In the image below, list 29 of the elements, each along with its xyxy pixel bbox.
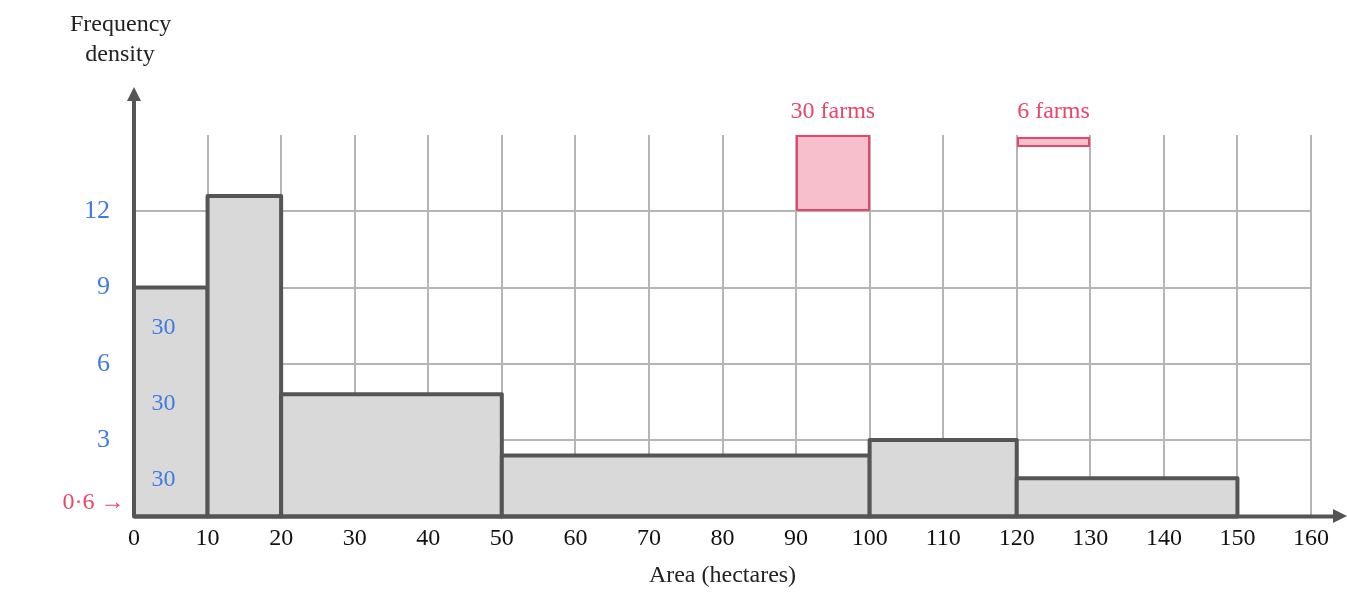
x-tick-label: 40 xyxy=(416,524,441,551)
annotation: 30 xyxy=(151,312,176,339)
text: 0·6 → xyxy=(62,488,125,515)
x-tick-label: 0 xyxy=(128,524,140,551)
x-tick-label: 60 xyxy=(563,524,588,551)
y-tick-label: 12 xyxy=(84,195,110,225)
x-tick-label: 90 xyxy=(784,524,809,551)
x-tick-label: 150 xyxy=(1219,524,1256,551)
text: 6 farms xyxy=(1017,96,1090,123)
x-tick-label: 30 xyxy=(342,524,367,551)
y-tick-label: 9 xyxy=(97,271,110,301)
annotation: 30 xyxy=(151,388,176,415)
x-tick-label: 50 xyxy=(489,524,514,551)
y-tick-label: 3 xyxy=(97,423,110,453)
y-tick-label: 6 xyxy=(97,347,110,377)
x-tick-label: 130 xyxy=(1072,524,1109,551)
text: 30 farms xyxy=(790,96,876,123)
x-tick-label: 10 xyxy=(195,524,220,551)
x-tick-label: 110 xyxy=(925,524,961,551)
x-tick-label: 160 xyxy=(1293,524,1329,551)
x-tick-label: 100 xyxy=(851,524,888,551)
x-tick-label: 20 xyxy=(269,524,294,551)
y-axis-title: Frequency density xyxy=(70,9,172,68)
x-axis-title: Area (hectares) xyxy=(648,560,797,587)
annotation: 30 xyxy=(151,465,176,492)
x-tick-label: 70 xyxy=(636,524,661,551)
x-tick-label: 140 xyxy=(1145,524,1182,551)
x-tick-label: 80 xyxy=(710,524,735,551)
x-tick-label: 120 xyxy=(998,524,1035,551)
